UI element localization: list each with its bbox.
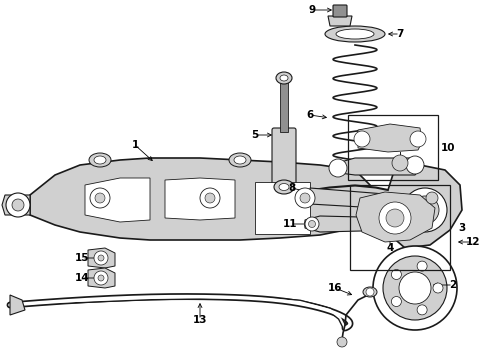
Polygon shape <box>328 16 352 26</box>
Circle shape <box>417 261 427 271</box>
Text: 16: 16 <box>328 283 342 293</box>
Circle shape <box>433 283 443 293</box>
Ellipse shape <box>280 75 288 81</box>
Polygon shape <box>305 216 402 232</box>
Circle shape <box>329 159 347 177</box>
Circle shape <box>366 288 374 296</box>
Text: 4: 4 <box>386 243 393 253</box>
Text: 5: 5 <box>251 130 259 140</box>
Circle shape <box>354 131 370 147</box>
Text: 12: 12 <box>466 237 480 247</box>
Ellipse shape <box>336 29 374 39</box>
Text: 15: 15 <box>75 253 89 263</box>
Text: 8: 8 <box>289 183 295 193</box>
Polygon shape <box>385 165 462 248</box>
Polygon shape <box>165 178 235 220</box>
Circle shape <box>98 275 104 281</box>
Text: 11: 11 <box>283 219 297 229</box>
Polygon shape <box>2 195 30 215</box>
Circle shape <box>410 131 426 147</box>
Text: 7: 7 <box>396 29 404 39</box>
Circle shape <box>337 337 347 347</box>
Ellipse shape <box>363 287 377 297</box>
Circle shape <box>90 188 110 208</box>
Circle shape <box>403 188 447 232</box>
Circle shape <box>379 202 411 234</box>
Polygon shape <box>310 188 412 210</box>
Circle shape <box>300 193 310 203</box>
Circle shape <box>392 270 401 279</box>
Ellipse shape <box>94 156 106 164</box>
Text: 6: 6 <box>306 110 314 120</box>
Polygon shape <box>356 192 435 242</box>
Circle shape <box>95 193 105 203</box>
Circle shape <box>399 272 431 304</box>
Polygon shape <box>10 295 25 315</box>
Ellipse shape <box>229 153 251 167</box>
Bar <box>348 115 438 180</box>
Circle shape <box>392 297 401 306</box>
Circle shape <box>94 251 108 265</box>
Text: 13: 13 <box>193 315 207 325</box>
Circle shape <box>305 217 319 231</box>
Circle shape <box>373 246 457 330</box>
Circle shape <box>417 305 427 315</box>
Polygon shape <box>330 158 420 175</box>
Circle shape <box>309 220 316 228</box>
Text: 2: 2 <box>449 280 457 290</box>
Text: 14: 14 <box>74 273 89 283</box>
Circle shape <box>94 271 108 285</box>
Ellipse shape <box>325 26 385 42</box>
Bar <box>255 182 310 234</box>
Circle shape <box>295 188 315 208</box>
Polygon shape <box>358 124 422 152</box>
Ellipse shape <box>274 180 294 194</box>
Polygon shape <box>88 268 115 288</box>
Circle shape <box>12 199 24 211</box>
Polygon shape <box>85 178 150 222</box>
Circle shape <box>98 255 104 261</box>
Ellipse shape <box>279 184 289 190</box>
Ellipse shape <box>234 156 246 164</box>
Text: 10: 10 <box>441 143 455 153</box>
Circle shape <box>411 196 439 224</box>
Circle shape <box>386 209 404 227</box>
Circle shape <box>200 188 220 208</box>
Polygon shape <box>30 158 370 240</box>
Circle shape <box>426 192 438 204</box>
FancyBboxPatch shape <box>333 5 347 17</box>
Polygon shape <box>88 248 115 268</box>
Bar <box>280 80 288 132</box>
Circle shape <box>383 256 447 320</box>
Ellipse shape <box>276 72 292 84</box>
Circle shape <box>406 156 424 174</box>
Ellipse shape <box>89 153 111 167</box>
FancyBboxPatch shape <box>272 128 296 187</box>
Circle shape <box>392 155 408 171</box>
Bar <box>350 185 450 270</box>
Text: 9: 9 <box>308 5 316 15</box>
Text: 3: 3 <box>458 223 466 233</box>
Circle shape <box>205 193 215 203</box>
Circle shape <box>6 193 30 217</box>
Circle shape <box>418 203 432 217</box>
Text: 1: 1 <box>131 140 139 150</box>
